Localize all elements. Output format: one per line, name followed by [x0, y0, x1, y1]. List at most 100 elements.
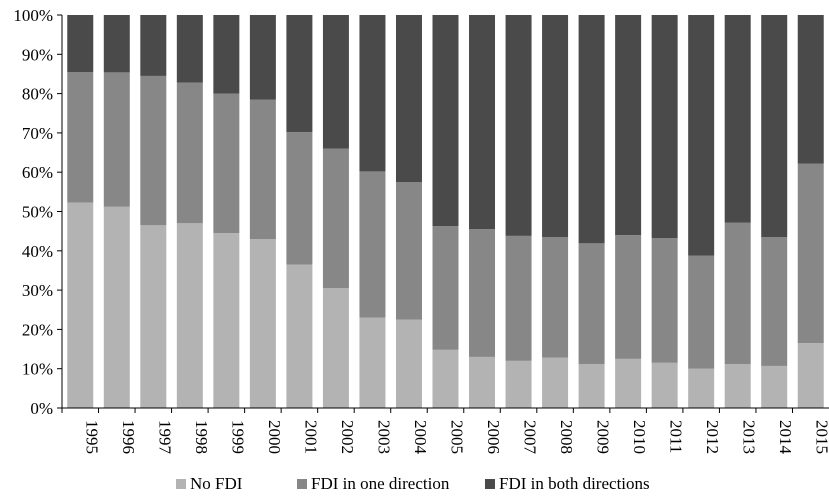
x-category-label: 1995 [82, 420, 101, 454]
x-category-label: 2015 [813, 420, 829, 454]
bar-segment-2008-series-2 [542, 237, 569, 358]
bar-segment-2006-series-3 [469, 15, 496, 230]
bar-segment-2012-series-3 [688, 15, 715, 256]
bar-segment-2011-series-3 [651, 15, 678, 239]
bar-segment-1995-series-3 [67, 15, 94, 72]
bar-segment-2001-series-2 [286, 132, 313, 265]
bar-segment-2008-series-1 [542, 357, 569, 408]
legend-label-series-1: No FDI [190, 474, 243, 493]
bar-segment-2013-series-1 [724, 363, 751, 408]
y-tick-label: 30% [22, 281, 53, 300]
x-category-label: 2014 [776, 420, 795, 455]
bar-segment-2013-series-2 [724, 222, 751, 364]
bar-segment-2012-series-2 [688, 255, 715, 369]
legend-swatch-series-1 [176, 479, 186, 489]
bar-segment-2005-series-1 [432, 349, 459, 408]
y-tick-label: 60% [22, 163, 53, 182]
x-category-label: 2002 [338, 420, 357, 454]
x-category-label: 2012 [703, 420, 722, 454]
legend-swatch-series-2 [297, 479, 307, 489]
bars-layer [67, 15, 824, 409]
x-category-label: 2013 [740, 420, 759, 454]
bar-segment-1995-series-1 [67, 202, 94, 408]
y-tick-label: 50% [22, 203, 53, 222]
bar-segment-1999-series-2 [213, 93, 240, 234]
bar-segment-2004-series-2 [395, 182, 422, 320]
bar-segment-1998-series-2 [176, 82, 203, 224]
bar-segment-2008-series-3 [542, 15, 569, 238]
bar-segment-2014-series-2 [761, 237, 788, 366]
bar-segment-1997-series-3 [140, 15, 167, 76]
x-category-label: 1996 [119, 420, 138, 454]
bar-segment-2015-series-3 [797, 15, 824, 164]
bar-segment-2014-series-3 [761, 15, 788, 238]
bar-segment-2011-series-1 [651, 362, 678, 408]
bar-segment-2001-series-1 [286, 264, 313, 408]
x-category-label: 2008 [557, 420, 576, 454]
bar-segment-2009-series-3 [578, 15, 605, 244]
bar-segment-2009-series-2 [578, 243, 605, 364]
x-category-label: 2004 [411, 420, 430, 455]
x-category-label: 2009 [594, 420, 613, 454]
bar-segment-2011-series-2 [651, 238, 678, 363]
bar-segment-1996-series-3 [103, 15, 130, 73]
bar-segment-2000-series-2 [249, 99, 276, 240]
legend: No FDI FDI in one direction FDI in both di… [176, 474, 650, 493]
y-tick-label: 0% [30, 399, 53, 418]
bar-segment-1998-series-1 [176, 223, 203, 408]
bar-segment-2015-series-2 [797, 163, 824, 344]
x-category-label: 2010 [630, 420, 649, 454]
bar-segment-1996-series-2 [103, 72, 130, 207]
bar-segment-2007-series-2 [505, 235, 532, 361]
x-category-label: 1997 [155, 420, 174, 455]
bar-segment-2003-series-3 [359, 15, 386, 172]
x-category-label: 2001 [301, 420, 320, 454]
bar-segment-2004-series-1 [395, 319, 422, 408]
x-category-label: 2007 [521, 420, 540, 455]
bar-segment-2002-series-1 [322, 288, 349, 408]
bar-segment-2010-series-2 [615, 235, 642, 359]
bar-segment-2012-series-1 [688, 368, 715, 408]
x-category-label: 2000 [265, 420, 284, 454]
bar-segment-2010-series-3 [615, 15, 642, 236]
bar-segment-2007-series-3 [505, 15, 532, 236]
bar-segment-2007-series-1 [505, 360, 532, 408]
x-category-label: 1999 [228, 420, 247, 454]
bar-segment-2005-series-2 [432, 226, 459, 350]
y-tick-label: 40% [22, 242, 53, 261]
bar-segment-2002-series-3 [322, 15, 349, 149]
bar-segment-1999-series-3 [213, 15, 240, 94]
y-tick-label: 70% [22, 124, 53, 143]
bar-segment-2013-series-3 [724, 15, 751, 223]
bar-segment-1996-series-1 [103, 206, 130, 408]
bar-segment-2006-series-2 [469, 229, 496, 357]
bar-segment-2009-series-1 [578, 363, 605, 408]
bar-segment-2004-series-3 [395, 15, 422, 183]
y-tick-label: 80% [22, 85, 53, 104]
bar-segment-1999-series-1 [213, 233, 240, 408]
x-category-label: 1998 [192, 420, 211, 454]
bar-segment-2001-series-3 [286, 15, 313, 133]
bar-segment-1995-series-2 [67, 71, 94, 203]
bar-segment-2003-series-1 [359, 317, 386, 408]
bar-segment-2000-series-3 [249, 15, 276, 100]
bar-segment-1997-series-1 [140, 225, 167, 408]
y-tick-label: 90% [22, 45, 53, 64]
bar-segment-1997-series-2 [140, 75, 167, 226]
bar-segment-2002-series-2 [322, 148, 349, 289]
y-tick-label: 20% [22, 320, 53, 339]
x-category-label: 2003 [374, 420, 393, 454]
x-category-label: 2011 [667, 420, 686, 453]
axis-layer: 0% 10% 20% 30% 40% 50% 60% 70% 80% 90% 100% 1995 199… [13, 6, 829, 455]
bar-segment-2003-series-2 [359, 171, 386, 318]
y-tick-label: 100% [13, 6, 53, 25]
x-category-label: 2006 [484, 420, 503, 454]
bar-segment-2000-series-1 [249, 239, 276, 408]
legend-swatch-series-3 [485, 479, 495, 489]
bar-segment-2005-series-3 [432, 15, 459, 227]
bar-segment-2014-series-1 [761, 365, 788, 408]
legend-label-series-3: FDI in both directions [499, 474, 650, 493]
bar-segment-2010-series-1 [615, 358, 642, 409]
